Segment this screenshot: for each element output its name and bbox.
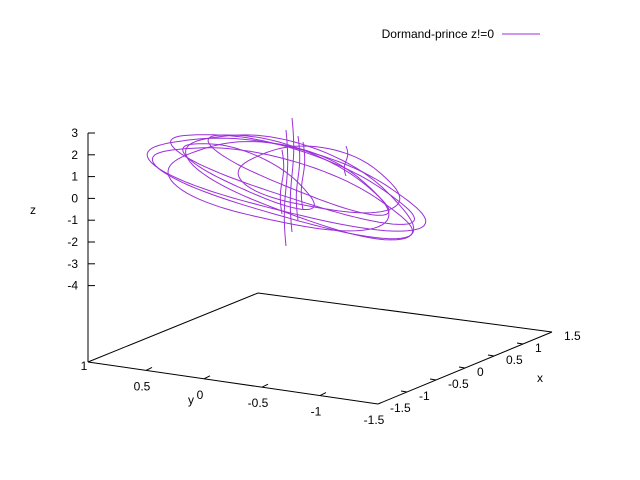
z-tick-label: -1 (67, 213, 78, 227)
y-tick-label: -0.5 (248, 396, 269, 410)
x-tick-label: -1.5 (390, 401, 411, 415)
series-line-segment (170, 134, 416, 225)
z-tick-label: -4 (67, 279, 78, 293)
z-axis-label: z (30, 203, 36, 217)
z-tick-label: 1 (71, 170, 78, 184)
y-axis-ticks: 1 0.5 0 -0.5 -1 -1.5 (81, 359, 385, 427)
series-line-segment (279, 149, 285, 215)
y-tick-label: -1.5 (364, 413, 385, 427)
x-tick-label: 0.5 (506, 353, 523, 367)
z-axis-ticks: 3 2 1 0 -1 -2 -3 -4 (67, 126, 95, 293)
y-tick-mark (319, 392, 327, 397)
back-right-edge (257, 292, 553, 333)
y-axis-label: y (188, 393, 194, 407)
series-line-segment (151, 147, 414, 240)
series-line-segment (289, 117, 295, 233)
series-line-segment (343, 145, 349, 177)
z-tick-label: -3 (67, 257, 78, 271)
y-tick-mark (261, 383, 269, 388)
series-line-segment (237, 145, 401, 214)
y-tick-label: 0.5 (134, 379, 151, 393)
axes-frame (87, 133, 553, 405)
y-tick-label: 1 (81, 359, 88, 373)
series-line-segment (300, 141, 306, 211)
legend: Dormand-prince z!=0 (382, 27, 540, 41)
series-line-segment (283, 129, 289, 247)
y-tick-label: -1 (311, 405, 322, 419)
x-tick-label: -0.5 (448, 377, 469, 391)
x-axis-label: x (537, 371, 543, 385)
x-tick-label: -1 (419, 389, 430, 403)
series-line-segment (207, 134, 390, 216)
legend-entry-label: Dormand-prince z!=0 (382, 27, 495, 41)
y-axis-line (87, 361, 379, 405)
z-tick-label: 0 (71, 191, 78, 205)
y-tick-mark (203, 375, 211, 380)
x-tick-label: 1.5 (564, 329, 581, 343)
x-tick-mark (458, 366, 466, 369)
back-left-edge (87, 292, 259, 363)
x-tick-label: 1 (535, 341, 542, 355)
y-tick-mark (145, 366, 153, 371)
x-tick-mark (487, 354, 495, 357)
series-dormand-prince (146, 117, 427, 247)
series-line-segment (295, 135, 301, 221)
x-tick-label: 0 (477, 365, 484, 379)
x-tick-mark (516, 342, 524, 345)
series-line-segment (185, 134, 415, 241)
x-tick-mark (400, 390, 408, 393)
series-line-segment (167, 141, 390, 232)
x-axis-ticks: -1.5 -1 -0.5 0 0.5 1 1.5 (390, 329, 581, 415)
z-tick-label: -2 (67, 235, 78, 249)
x-tick-mark (429, 378, 437, 381)
z-tick-label: 3 (71, 126, 78, 140)
y-tick-label: 0 (197, 388, 204, 402)
series-line-segment (182, 143, 315, 210)
z-tick-label: 2 (71, 148, 78, 162)
